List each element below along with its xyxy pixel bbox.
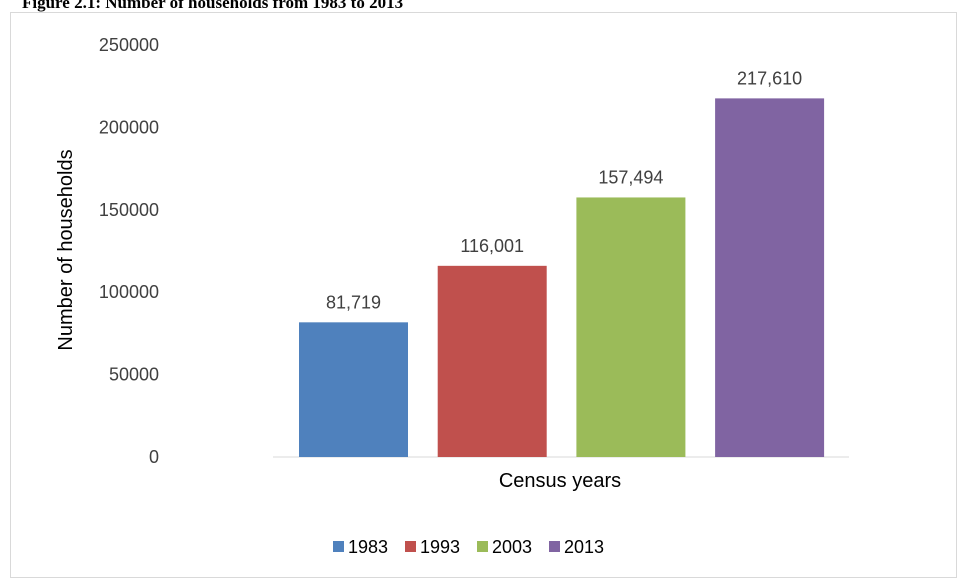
y-tick-label: 50000 — [109, 365, 159, 385]
x-axis-title: Census years — [499, 470, 621, 492]
bar-2013 — [715, 98, 825, 457]
legend-label-2013: 2013 — [564, 537, 604, 557]
legend-swatch-1983 — [333, 541, 344, 552]
bar-1983 — [299, 322, 408, 457]
legend-label-1983: 1983 — [348, 537, 388, 557]
data-label-1983: 81,719 — [326, 292, 381, 312]
legend-swatch-1993 — [405, 541, 416, 552]
y-axis: 0 50000 100000 150000 200000 250000 — [99, 35, 159, 467]
legend: 1983 1993 2003 2013 — [333, 537, 604, 557]
bar-1993 — [437, 265, 547, 457]
data-labels: 81,719 116,001 157,494 217,610 — [326, 68, 802, 312]
bar-chart: 0 50000 100000 150000 200000 250000 81,719 116… — [55, 35, 849, 557]
y-tick-label: 0 — [149, 447, 159, 467]
data-label-2003: 157,494 — [598, 167, 663, 187]
y-tick-label: 150000 — [99, 200, 159, 220]
bars — [299, 98, 825, 457]
legend-swatch-2013 — [549, 541, 560, 552]
y-tick-label: 200000 — [99, 117, 159, 137]
data-label-1993: 116,001 — [460, 236, 524, 256]
legend-label-2003: 2003 — [492, 537, 532, 557]
y-tick-label: 250000 — [99, 35, 159, 55]
legend-label-1993: 1993 — [420, 537, 460, 557]
y-tick-label: 100000 — [99, 282, 159, 302]
bar-2003 — [576, 197, 686, 457]
legend-swatch-2003 — [477, 541, 488, 552]
data-label-2013: 217,610 — [737, 68, 802, 88]
y-axis-title: Number of households — [55, 149, 77, 350]
figure-caption: Figure 2.1: Number of households from 19… — [22, 0, 404, 12]
chart-frame: 0 50000 100000 150000 200000 250000 81,719 116… — [10, 12, 957, 578]
